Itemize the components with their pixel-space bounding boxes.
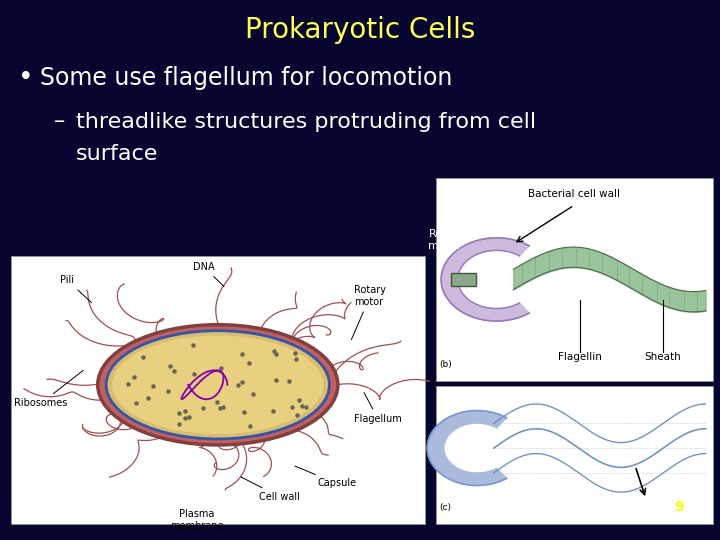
Ellipse shape (112, 335, 323, 434)
Text: Capsule: Capsule (295, 466, 356, 488)
Text: Flagellum: Flagellum (354, 393, 402, 424)
Polygon shape (441, 238, 529, 321)
Text: •: • (18, 65, 34, 91)
Text: (b): (b) (439, 360, 452, 368)
Polygon shape (427, 410, 506, 485)
Text: DNA: DNA (193, 262, 224, 287)
Ellipse shape (98, 325, 338, 445)
Bar (436, 178, 713, 381)
Text: Cell wall: Cell wall (241, 477, 300, 502)
Text: Pili: Pili (60, 275, 91, 303)
Text: Ribosomes: Ribosomes (14, 370, 83, 408)
Text: 9: 9 (675, 500, 684, 514)
Text: Bacterial cell wall: Bacterial cell wall (528, 190, 620, 199)
Bar (436, 386, 713, 524)
Text: Some use flagellum for locomotion: Some use flagellum for locomotion (40, 66, 452, 90)
Text: Prokaryotic Cells: Prokaryotic Cells (245, 16, 475, 44)
Bar (451, 273, 476, 286)
Text: Plasma
membrane: Plasma membrane (171, 509, 224, 531)
Bar (11, 256, 425, 524)
Text: surface: surface (76, 144, 158, 164)
Text: Sheath: Sheath (644, 353, 681, 362)
Text: Flagellin: Flagellin (558, 353, 602, 362)
Ellipse shape (106, 330, 330, 439)
Text: (c): (c) (439, 503, 451, 512)
Text: threadlike structures protruding from cell: threadlike structures protruding from ce… (76, 111, 536, 132)
Text: –: – (54, 111, 66, 132)
Text: Rotary
motor: Rotary motor (428, 230, 465, 251)
Text: Rotary
motor: Rotary motor (351, 285, 387, 340)
